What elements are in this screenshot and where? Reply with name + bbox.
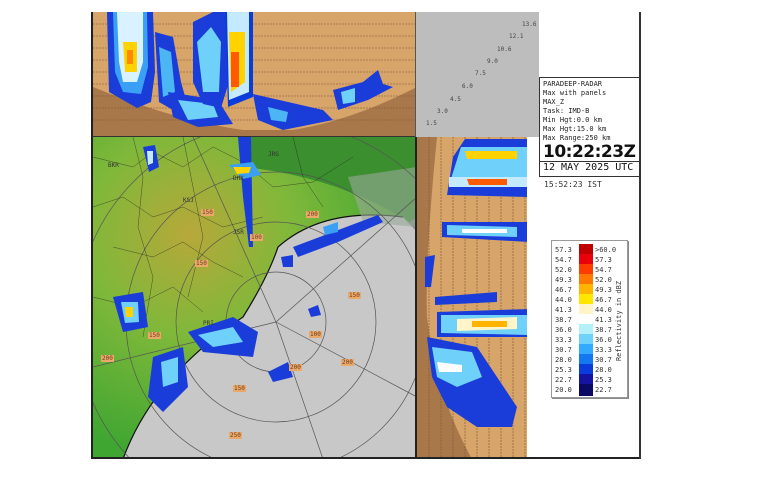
legend-high-value: 57.3 xyxy=(595,256,612,264)
legend-low-value: 52.0 xyxy=(555,266,572,274)
legend-high-value: 25.3 xyxy=(595,376,612,384)
city-label: BKR xyxy=(108,162,119,169)
range-ring-label: 150 xyxy=(348,292,361,299)
legend-title: Reflectivity in dBZ xyxy=(615,280,623,362)
range-ring-label: 200 xyxy=(289,364,302,371)
legend-low-value: 49.3 xyxy=(555,276,572,284)
city-label: JSR xyxy=(233,229,244,236)
task-name: Task: IMD-B xyxy=(543,107,590,115)
legend-low-value: 20.0 xyxy=(555,386,572,394)
legend-low-value: 30.7 xyxy=(555,346,572,354)
range-ring-label: 250 xyxy=(229,432,242,439)
legend-high-value: 36.0 xyxy=(595,336,612,344)
range-ring-label: 100 xyxy=(309,331,322,338)
legend-low-value: 28.0 xyxy=(555,356,572,364)
ist-time: 15:52:23 IST xyxy=(544,180,602,189)
east-west-cross-section-panel xyxy=(415,137,527,459)
legend-low-value: 33.3 xyxy=(555,336,572,344)
range-ring-label: 200 xyxy=(306,211,319,218)
elevation-angles-panel: 1.5 3.0 4.5 6.0 7.5 9.0 10.6 12.1 13.6 xyxy=(415,12,539,137)
elevation-angle-label: 12.1 xyxy=(509,33,524,40)
legend-high-value: 22.7 xyxy=(595,386,612,394)
legend-swatch xyxy=(579,384,593,396)
radar-ppi-map: 150 200 150 150 200 100 150 100 200 150 … xyxy=(91,137,415,459)
legend-swatch xyxy=(579,304,593,316)
legend-low-value: 44.0 xyxy=(555,296,572,304)
legend-swatch xyxy=(579,364,593,376)
range-ring-label: 150 xyxy=(148,332,161,339)
legend-low-value: 38.7 xyxy=(555,316,572,324)
city-label: KSJ xyxy=(183,197,194,204)
range-ring-label: 200 xyxy=(341,359,354,366)
elevation-angle-label: 6.0 xyxy=(462,83,473,90)
map-graphic xyxy=(93,137,415,457)
range-ring-label: 200 xyxy=(101,355,114,362)
elevation-angle-label: 1.5 xyxy=(426,120,437,127)
legend-high-value: 46.7 xyxy=(595,296,612,304)
legend-high-value: 28.0 xyxy=(595,366,612,374)
elevation-angle-label: 13.6 xyxy=(522,21,537,28)
north-south-cross-section-panel xyxy=(91,12,415,137)
range-ring-label: 150 xyxy=(233,385,246,392)
city-label: DHK xyxy=(233,175,244,182)
legend-high-value: 44.0 xyxy=(595,306,612,314)
elevation-angle-label: 9.0 xyxy=(487,58,498,65)
legend-swatch xyxy=(579,334,593,346)
legend-low-value: 36.0 xyxy=(555,326,572,334)
legend-low-value: 57.3 xyxy=(555,246,572,254)
legend-high-value: 30.7 xyxy=(595,356,612,364)
legend-swatch xyxy=(579,274,593,286)
cross-section-top-graphic xyxy=(93,12,415,136)
legend-swatch xyxy=(579,294,593,306)
max-height: Max Hgt:15.0 km xyxy=(543,125,607,133)
utc-time: 10:22:23Z xyxy=(543,142,636,162)
legend-low-value: 22.7 xyxy=(555,376,572,384)
cross-section-right-graphic xyxy=(417,137,527,457)
legend-low-value: 46.7 xyxy=(555,286,572,294)
legend-swatch xyxy=(579,264,593,276)
legend-low-value: 54.7 xyxy=(555,256,572,264)
min-height: Min Hgt:0.0 km xyxy=(543,116,603,124)
legend-swatch xyxy=(579,314,593,326)
legend-swatch xyxy=(579,254,593,266)
legend-swatch xyxy=(579,344,593,356)
station-name: PARADEEP-RADAR xyxy=(543,80,603,88)
legend-high-value: 38.7 xyxy=(595,326,612,334)
city-label: PRI xyxy=(203,320,214,327)
product-code: MAX_Z xyxy=(543,98,565,106)
elevation-angle-label: 4.5 xyxy=(450,96,461,103)
product-name: Max with panels xyxy=(543,89,607,97)
city-label: JRG xyxy=(268,151,279,158)
range-ring-label: 100 xyxy=(250,234,263,241)
reflectivity-legend: 57.3 >60.0 54.7 57.3 52.0 54.7 49.3 52.0 46.… xyxy=(551,240,628,398)
legend-low-value: 25.3 xyxy=(555,366,572,374)
range-ring-label: 150 xyxy=(201,209,214,216)
legend-swatch xyxy=(579,374,593,386)
legend-high-value: 54.7 xyxy=(595,266,612,274)
legend-high-value: 49.3 xyxy=(595,286,612,294)
max-range: Max Range:250 km xyxy=(543,134,611,142)
legend-high-value: 52.0 xyxy=(595,276,612,284)
legend-low-value: 41.3 xyxy=(555,306,572,314)
legend-swatch xyxy=(579,354,593,366)
elevation-angle-label: 7.5 xyxy=(475,70,486,77)
elevation-angle-label: 10.6 xyxy=(497,46,512,53)
legend-high-value: >60.0 xyxy=(595,246,617,254)
legend-high-value: 41.3 xyxy=(595,316,612,324)
legend-swatch xyxy=(579,244,593,256)
frame-border xyxy=(639,12,641,459)
elevation-angle-label: 3.0 xyxy=(437,108,448,115)
legend-swatch xyxy=(579,284,593,296)
radar-info-box: PARADEEP-RADAR Max with panels MAX_Z Tas… xyxy=(539,77,640,177)
legend-high-value: 33.3 xyxy=(595,346,612,354)
legend-swatch xyxy=(579,324,593,336)
utc-date: 12 MAY 2025 UTC xyxy=(540,161,639,173)
range-ring-label: 150 xyxy=(195,260,208,267)
